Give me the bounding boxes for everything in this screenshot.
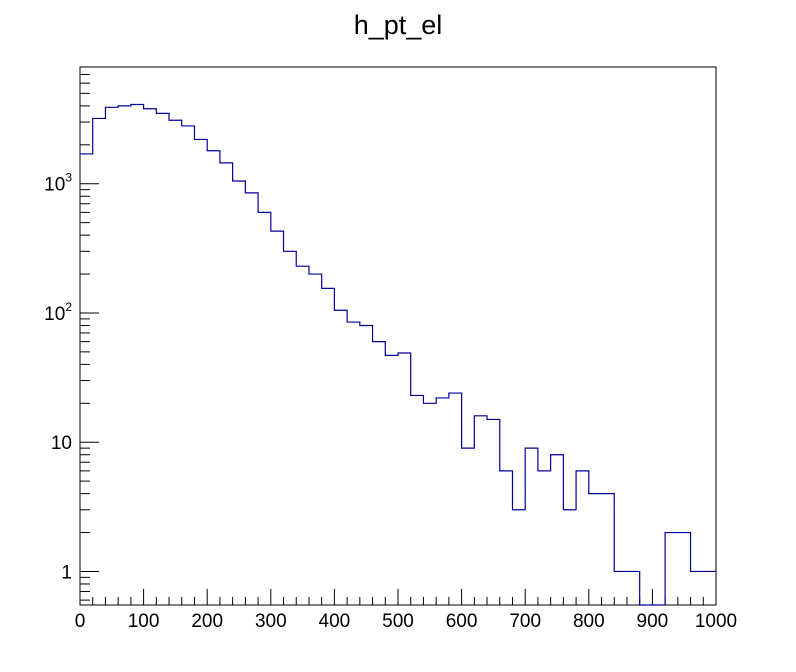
x-tick-label: 100 [128,611,160,632]
histogram-bin [105,107,118,605]
histogram-bin [284,251,297,605]
histogram-bin [665,533,678,605]
histogram-bin [80,154,93,605]
histogram-bin [436,398,449,605]
axis-tick-labels: 0 100 200 300 400 500 600 700 800 900 1000 1 10 102 10… [44,171,737,632]
y-tick-label: 102 [44,300,72,325]
histogram-bin [614,571,627,605]
x-tick-label: 0 [75,611,86,632]
histogram-bin [398,353,411,605]
histogram-bin [589,494,602,605]
histogram-bin [322,288,335,605]
histogram-bin [449,393,462,605]
axis-ticks [79,66,717,605]
histogram-bin [182,126,195,605]
histogram-bin [678,533,691,605]
histogram-bin [144,109,157,605]
histogram-bin [373,342,386,605]
histogram-bin [271,231,284,605]
histogram-bin [602,494,615,605]
histogram-bin [538,471,551,605]
histogram-bin [347,322,360,605]
histogram-bin [423,403,436,605]
x-tick-label: 300 [255,611,287,632]
histogram-bin [207,151,220,605]
histogram-bin [512,510,525,605]
histogram-bin [245,193,258,605]
histogram-bin [411,395,424,605]
histogram-bin [563,510,576,605]
x-tick-label: 1000 [695,611,737,632]
histogram-bin [627,571,640,605]
histogram-bin [385,355,398,605]
histogram-bin [551,455,564,605]
histogram-bin [258,212,271,605]
histogram-bin [93,118,106,605]
histogram-bin [296,266,309,605]
y-tick-label: 1 [61,562,72,583]
histogram-bin [220,163,233,605]
histogram-bin [525,448,538,605]
x-tick-label: 900 [637,611,669,632]
histogram-bin [169,120,182,605]
histogram-bin [474,416,487,605]
histogram-bin [233,181,246,605]
histogram-bin [131,105,144,605]
x-tick-label: 700 [509,611,541,632]
histogram-bin [118,106,131,605]
histogram-bin [156,113,169,605]
histogram-bin [360,325,373,605]
histogram-bin [487,419,500,605]
x-tick-label: 600 [446,611,478,632]
y-tick-label: 103 [44,171,72,196]
x-tick-label: 400 [319,611,351,632]
histogram-bin [194,139,207,605]
histogram-series [80,103,716,606]
chart-title: h_pt_el [354,10,443,40]
x-tick-label: 200 [191,611,223,632]
histogram-bin [703,571,716,605]
histogram-bin [334,310,347,605]
histogram-line [80,103,716,606]
histogram-bin [309,274,322,605]
y-tick-label: 10 [51,433,72,454]
histogram-bin [691,571,704,605]
histogram-bin [576,471,589,605]
histogram-bin [500,471,513,605]
x-tick-label: 800 [573,611,605,632]
x-tick-label: 500 [382,611,414,632]
histogram-bin [462,448,475,605]
